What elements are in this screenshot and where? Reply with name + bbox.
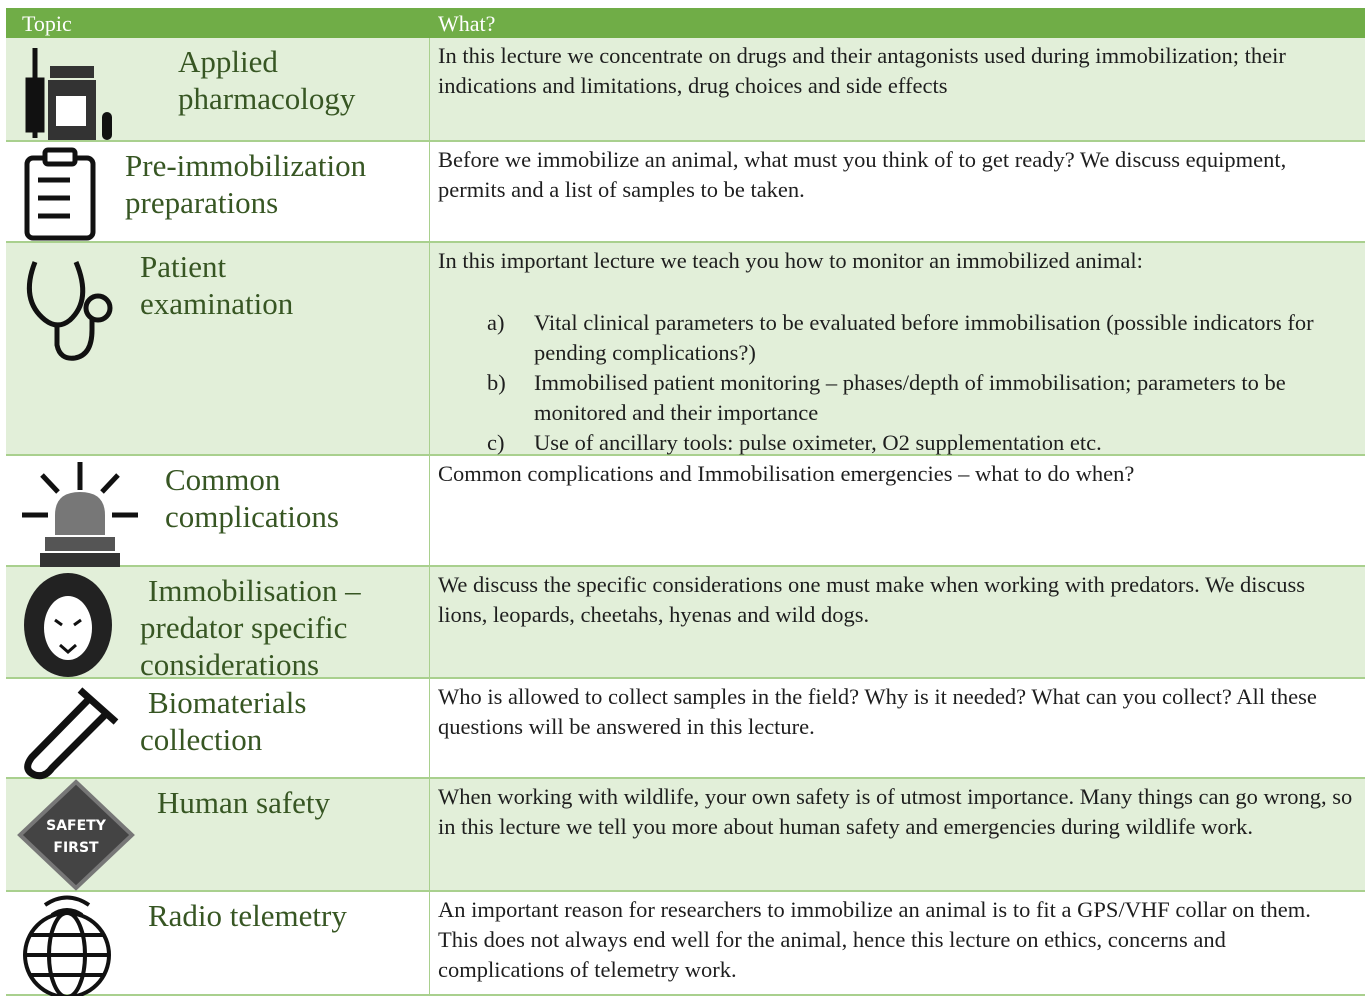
column-divider xyxy=(429,243,430,454)
column-divider xyxy=(429,779,430,890)
topic-text: Biomaterials xyxy=(148,685,307,720)
icon-stethoscope xyxy=(26,261,113,361)
topic-text: complications xyxy=(165,499,339,534)
topic-text: examination xyxy=(140,286,294,321)
table-row: Immobilisation – predator specific conside… xyxy=(6,567,1365,682)
table-row: Human safety When working with wildlife, … xyxy=(6,779,1365,892)
list-marker: c) xyxy=(487,430,505,455)
description: In this important lecture we teach you h… xyxy=(438,248,1143,273)
sign-text: SAFETY xyxy=(46,818,107,834)
topic-text: pharmacology xyxy=(178,81,356,116)
topic-text: considerations xyxy=(140,647,320,682)
header-cell: Topic xyxy=(22,11,72,36)
table-row: Biomaterials collection Who is allowed to … xyxy=(6,679,1365,779)
header-cell: What? xyxy=(438,11,496,36)
sign-text: FIRST xyxy=(53,840,99,856)
column-divider xyxy=(429,679,430,777)
topic-text: Applied xyxy=(178,44,278,79)
table-row: Patient examination In this important lect… xyxy=(6,243,1365,456)
description: Common complications and Immobilisation … xyxy=(438,461,1135,486)
topic-text: collection xyxy=(140,722,263,757)
topic-text: preparations xyxy=(125,185,279,220)
icon-safety-sign: SAFETY FIRST xyxy=(17,779,135,891)
table-row: Radio telemetry An important reason for r… xyxy=(6,892,1365,996)
topic-text: Radio telemetry xyxy=(148,898,347,933)
table-row: Pre-immobilization preparations Before we … xyxy=(6,142,1365,243)
icon-checklist xyxy=(24,147,96,241)
column-divider xyxy=(429,142,430,241)
column-divider xyxy=(429,892,430,994)
column-divider xyxy=(429,38,430,140)
icon-alarm xyxy=(22,462,138,567)
header-row: Topic What? xyxy=(6,8,1365,38)
topic-text: Common xyxy=(165,462,281,497)
column-divider xyxy=(429,456,430,565)
list-marker: b) xyxy=(487,370,506,395)
list-text: Vital clinical parameters to be evaluate… xyxy=(534,310,1314,365)
column-divider xyxy=(429,567,430,677)
topic-text: Pre-immobilization xyxy=(125,148,367,183)
description: In this lecture we concentrate on drugs … xyxy=(438,43,1286,98)
description: Before we immobilize an animal, what mus… xyxy=(438,147,1287,202)
description: When working with wildlife, your own saf… xyxy=(438,784,1353,839)
list-text: Immobilised patient monitoring – phases/… xyxy=(534,370,1286,425)
icon-globe xyxy=(23,895,111,996)
icon-lion xyxy=(24,573,112,677)
description: An important reason for researchers to i… xyxy=(438,897,1311,982)
icon-test-tube xyxy=(24,687,119,780)
topic-text: Immobilisation – xyxy=(148,573,361,608)
description: We discuss the specific considerations o… xyxy=(438,572,1306,627)
topic-text: Human safety xyxy=(157,785,331,820)
list-marker: a) xyxy=(487,310,505,335)
topic-text: predator specific xyxy=(140,610,348,645)
icon-pharmacology xyxy=(25,48,112,140)
description: Who is allowed to collect samples in the… xyxy=(438,684,1317,739)
topic-text: Patient xyxy=(140,249,227,284)
list-text: Use of ancillary tools: pulse oximeter, … xyxy=(534,430,1102,455)
table-row: Applied pharmacology In this lecture we co… xyxy=(6,38,1365,142)
table-row: Common complications Common complications … xyxy=(6,456,1365,567)
